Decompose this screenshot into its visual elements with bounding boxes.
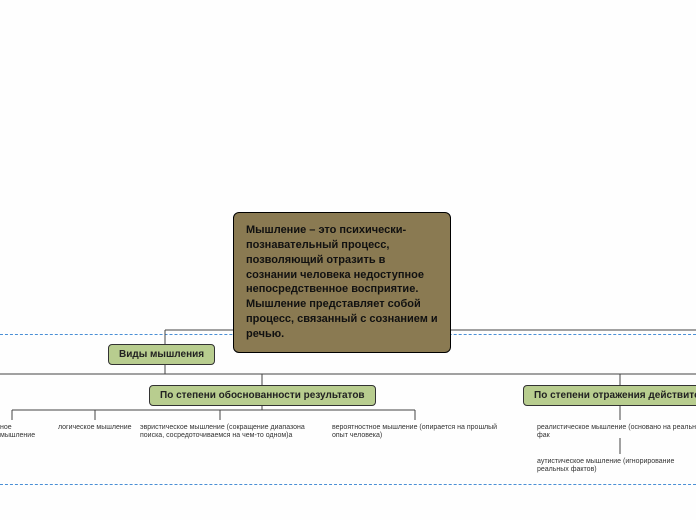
types-label: Виды мышления (119, 349, 204, 360)
leaf-a2-text: эвристическое мышление (сокращение диапа… (140, 424, 305, 439)
branch-b-label: По степени отражения действительнос (534, 390, 696, 401)
leaf-b0: реалистическое мышление (основано на реа… (537, 424, 696, 441)
branch-a-node: По степени обоснованности результатов (149, 385, 376, 406)
root-node: Мышление – это психически-познавательный… (233, 212, 451, 353)
leaf-b0-text: реалистическое мышление (основано на реа… (537, 424, 696, 439)
leaf-a1-text: логическое мышление (58, 424, 132, 431)
leaf-b1: аутистическое мышление (игнорирование ре… (537, 458, 696, 475)
leaf-a0: ное мышление (0, 424, 48, 441)
branch-b-node: По степени отражения действительнос (523, 385, 696, 406)
leaf-b1-text: аутистическое мышление (игнорирование ре… (537, 458, 674, 473)
branch-a-label: По степени обоснованности результатов (160, 390, 365, 401)
leaf-a2: эвристическое мышление (сокращение диапа… (140, 424, 310, 441)
leaf-a1: логическое мышление (58, 424, 138, 432)
leaf-a0-text: ное мышление (0, 424, 35, 439)
leaf-a3-text: вероятностное мышление (опирается на про… (332, 424, 497, 439)
types-node: Виды мышления (108, 344, 215, 365)
root-text: Мышление – это психически-познавательный… (246, 224, 438, 340)
leaf-a3: вероятностное мышление (опирается на про… (332, 424, 502, 441)
